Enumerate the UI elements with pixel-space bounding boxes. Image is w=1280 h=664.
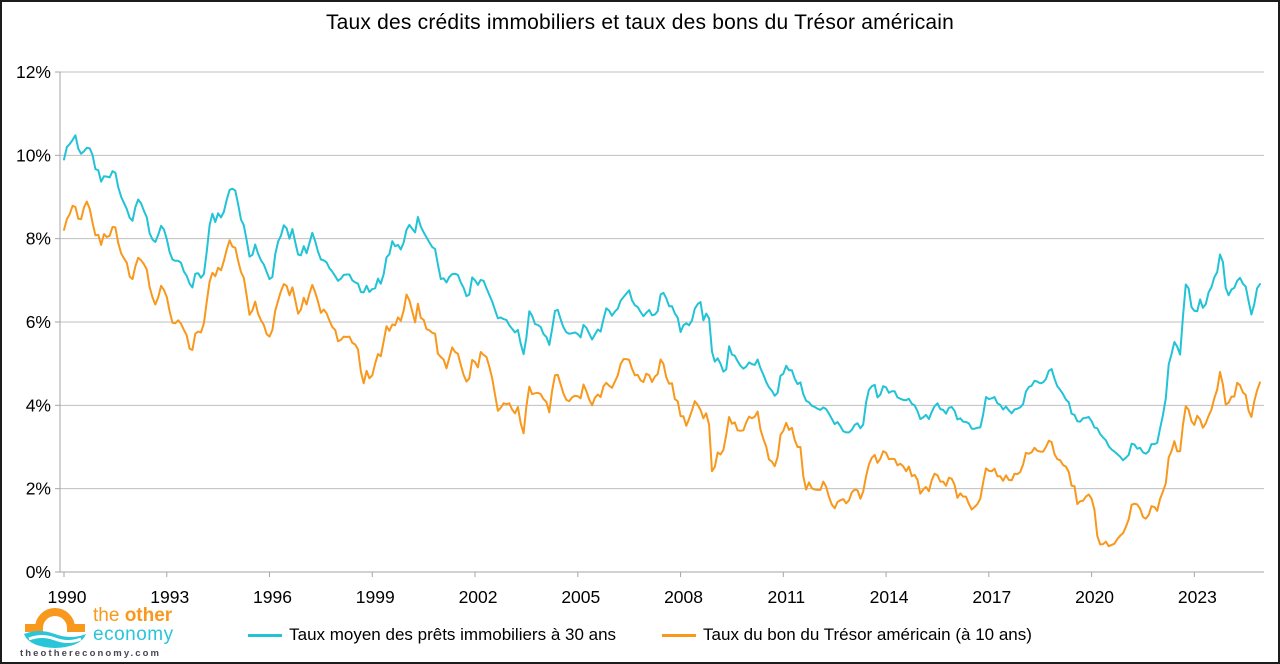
- legend-item-treasury: Taux du bon du Trésor américain (à 10 an…: [662, 625, 1032, 645]
- x-tick-label: 1990: [48, 587, 87, 607]
- legend-item-mortgage: Taux moyen des prêts immobiliers à 30 an…: [248, 625, 616, 645]
- x-tick-label: 2002: [459, 587, 498, 607]
- y-tick-label: 2%: [26, 479, 51, 499]
- x-tick-label: 2020: [1075, 587, 1114, 607]
- x-tick-label: 2011: [767, 587, 805, 607]
- logo-website-url: theothereconomy.com: [20, 648, 162, 659]
- the-other-economy-logo: the other economy: [22, 602, 174, 648]
- treasury-rate-line: [63, 200, 1261, 548]
- x-tick-label: 2008: [664, 587, 703, 607]
- y-tick-label: 12%: [16, 62, 51, 82]
- legend-label-treasury: Taux du bon du Trésor américain (à 10 an…: [703, 625, 1032, 644]
- logo-wordmark: the other economy: [93, 605, 174, 645]
- chart-legend: Taux moyen des prêts immobiliers à 30 an…: [2, 625, 1278, 645]
- mortgage-rate-line: [63, 134, 1261, 462]
- mortgage-line-swatch: [248, 633, 283, 637]
- x-tick-label: 1993: [150, 587, 189, 607]
- x-tick-label: 2023: [1178, 587, 1217, 607]
- y-tick-label: 6%: [26, 312, 51, 332]
- y-tick-label: 0%: [26, 562, 51, 582]
- legend-label-mortgage: Taux moyen des prêts immobiliers à 30 an…: [289, 625, 617, 644]
- x-tick-label: 1996: [253, 587, 292, 607]
- y-tick-label: 4%: [26, 395, 51, 415]
- treasury-line-swatch: [662, 633, 697, 637]
- x-tick-label: 2014: [870, 587, 909, 607]
- x-tick-label: 2005: [561, 587, 600, 607]
- logo-mark-icon: [24, 608, 86, 648]
- x-tick-label: 1999: [356, 587, 395, 607]
- chart-title: Taux des crédits immobiliers et taux des…: [325, 11, 955, 34]
- x-tick-label: 2017: [972, 587, 1011, 607]
- y-tick-label: 10%: [16, 145, 51, 165]
- y-tick-label: 8%: [26, 229, 51, 249]
